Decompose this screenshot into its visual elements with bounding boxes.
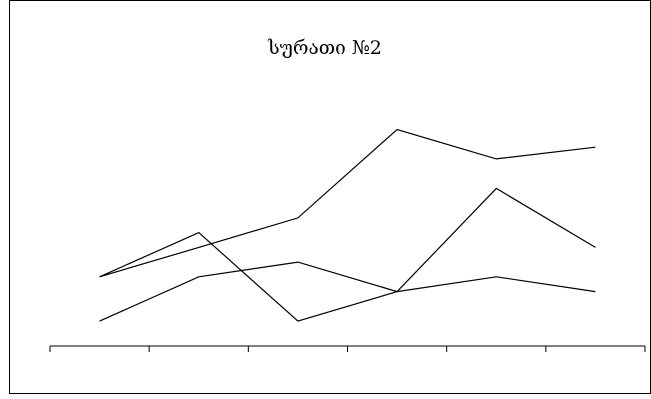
series-group — [99, 128, 596, 322]
chart-title: სურათი №2 — [267, 37, 382, 59]
chart-frame — [9, 0, 651, 394]
series-line-2 — [99, 187, 596, 322]
series-line-3 — [99, 261, 596, 322]
series-line-1 — [99, 128, 596, 278]
x-axis — [49, 345, 646, 352]
